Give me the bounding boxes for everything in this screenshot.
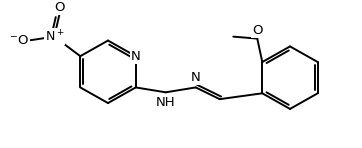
Text: N$^+$: N$^+$ [45, 29, 64, 44]
Text: NH: NH [156, 96, 176, 109]
Text: O: O [54, 1, 64, 14]
Text: $^{-}$O: $^{-}$O [9, 34, 29, 47]
Text: N: N [191, 71, 201, 84]
Text: N: N [131, 50, 140, 63]
Text: O: O [252, 24, 262, 37]
